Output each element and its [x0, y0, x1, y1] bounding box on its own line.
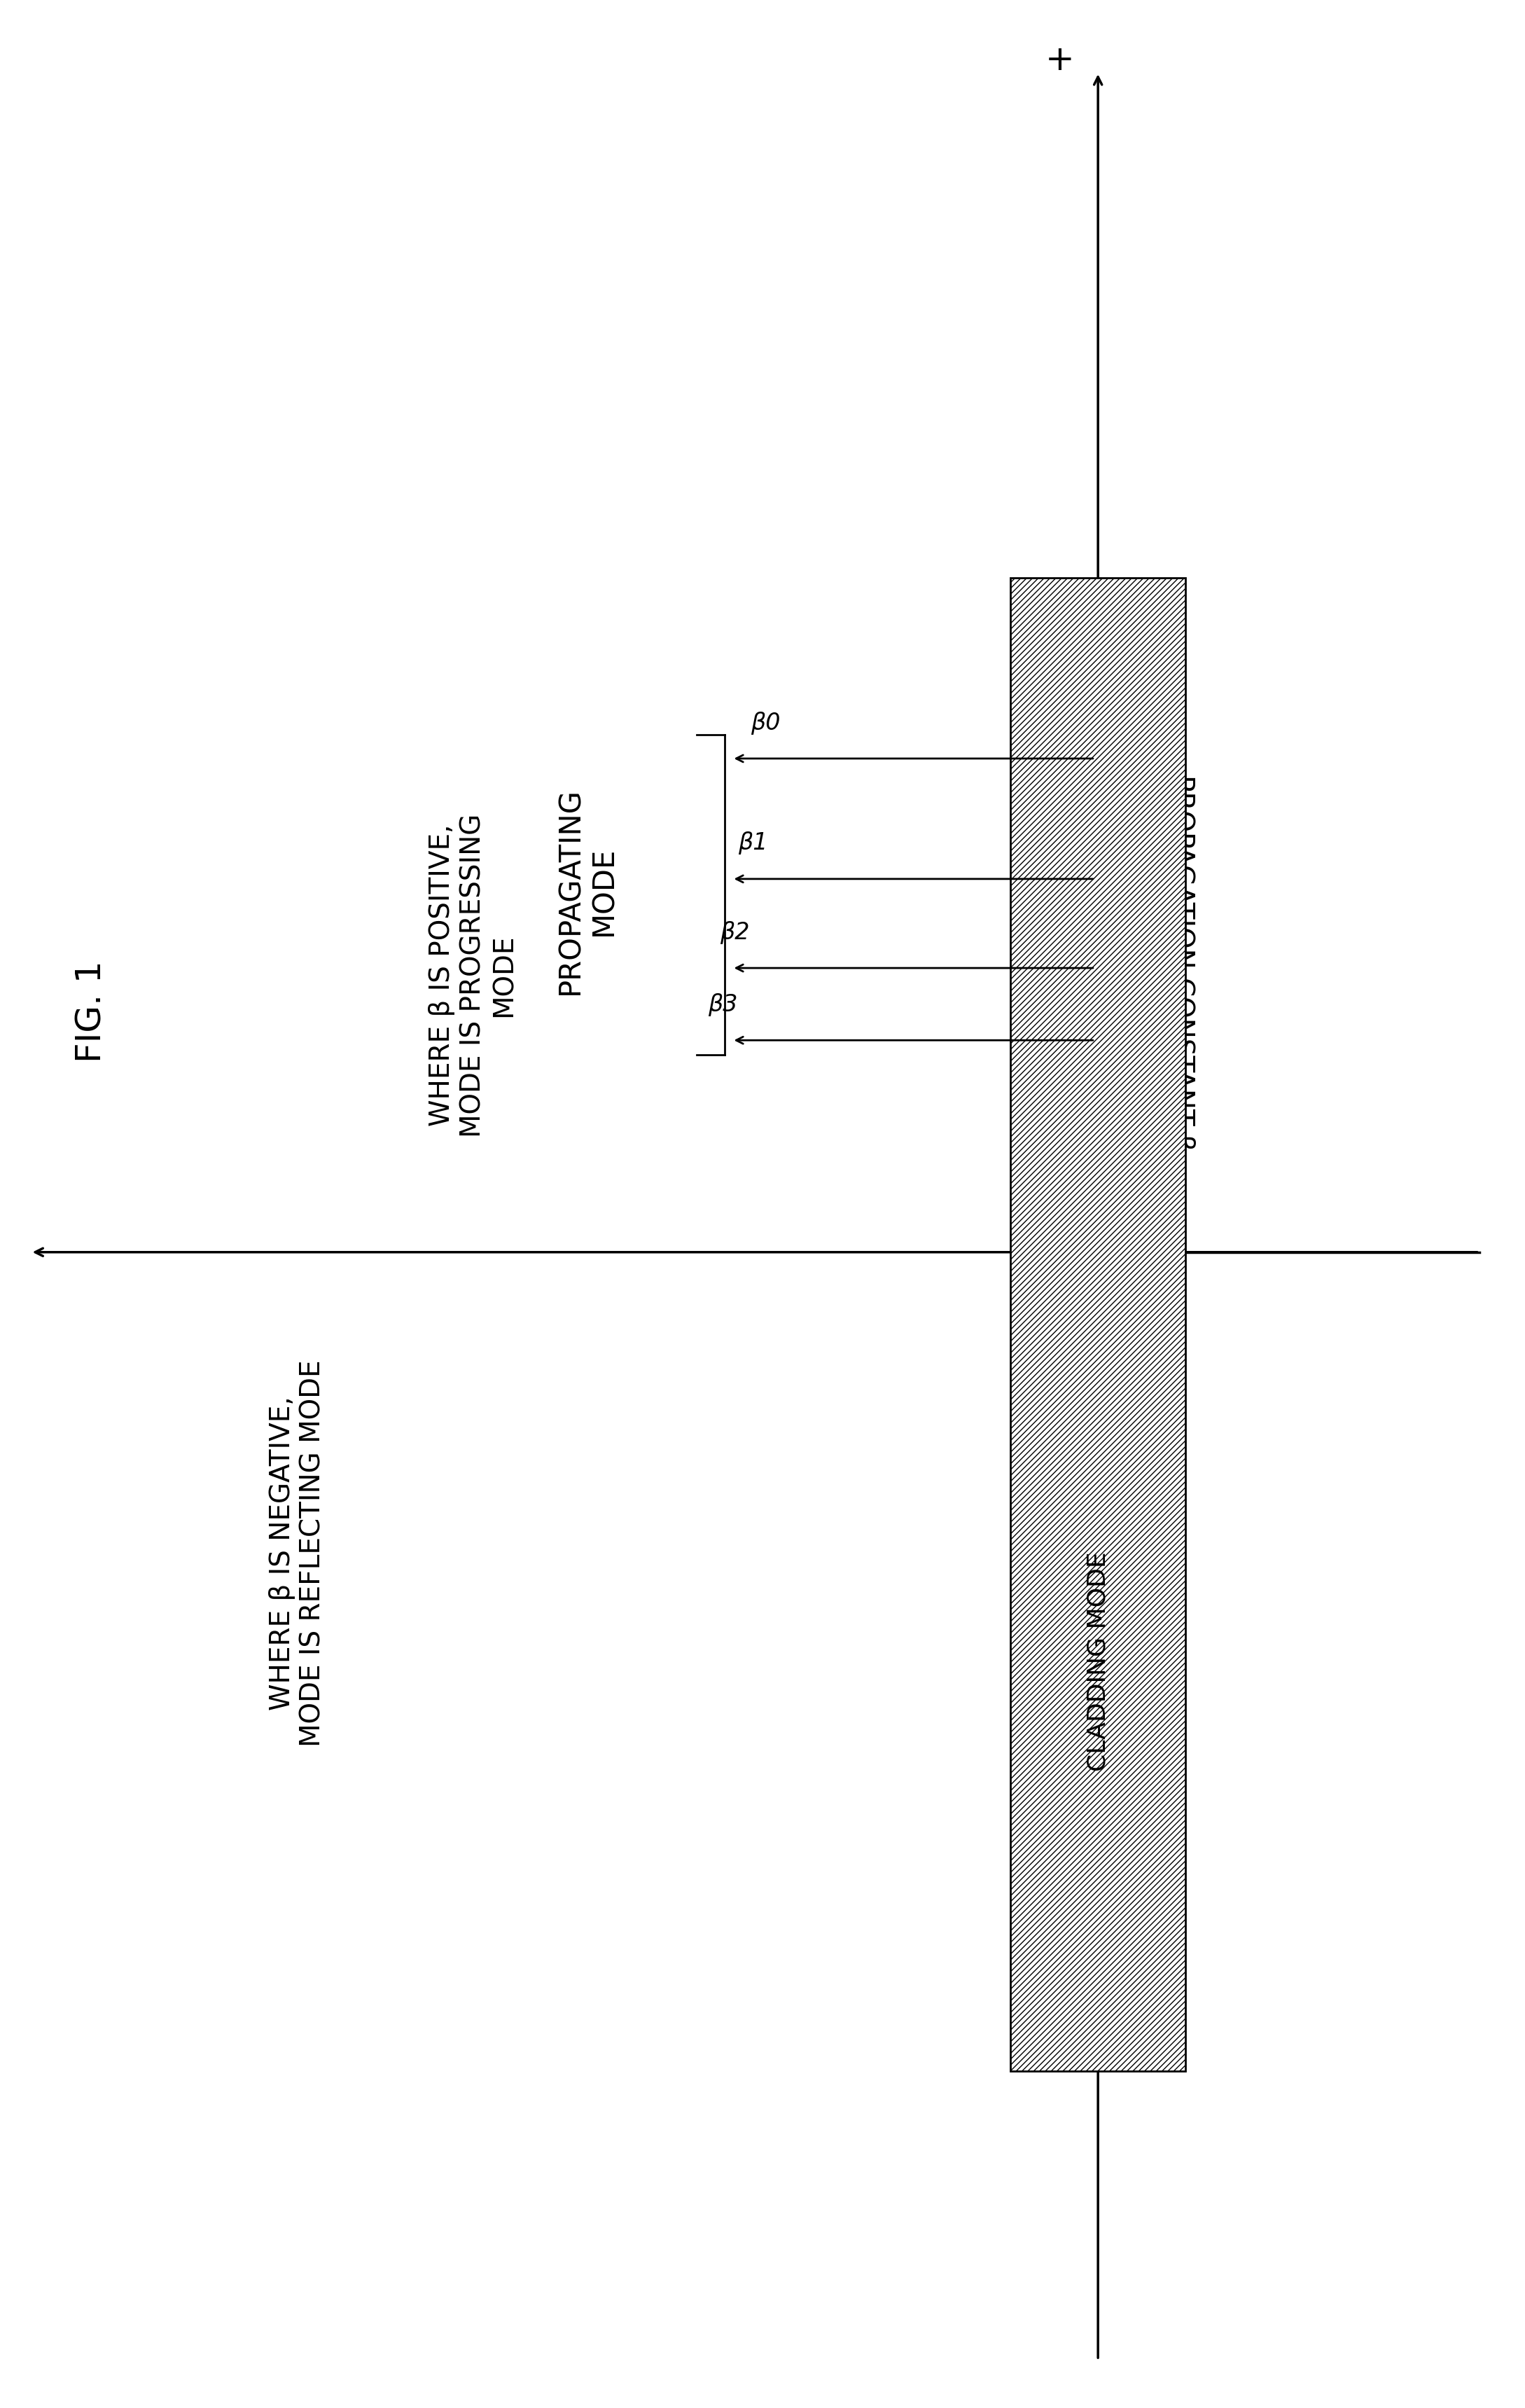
Text: β1: β1	[738, 831, 769, 855]
Text: PROPAGATING
MODE: PROPAGATING MODE	[555, 787, 619, 995]
Text: PROPAGATION CONSTANT β: PROPAGATION CONSTANT β	[1168, 775, 1196, 1151]
Text: β0: β0	[750, 710, 781, 734]
Text: FIG. 1: FIG. 1	[75, 961, 108, 1062]
Text: CLADDING MODE: CLADDING MODE	[1086, 1551, 1110, 1772]
Bar	[1010, 578, 1186, 2071]
Text: β2: β2	[720, 920, 750, 944]
Text: β3: β3	[708, 992, 738, 1016]
Text: +: +	[1045, 43, 1075, 77]
Text: WHERE β IS NEGATIVE,
MODE IS REFLECTING MODE: WHERE β IS NEGATIVE, MODE IS REFLECTING …	[268, 1361, 326, 1746]
Text: WHERE β IS POSITIVE,
MODE IS PROGRESSING
MODE: WHERE β IS POSITIVE, MODE IS PROGRESSING…	[429, 814, 517, 1137]
